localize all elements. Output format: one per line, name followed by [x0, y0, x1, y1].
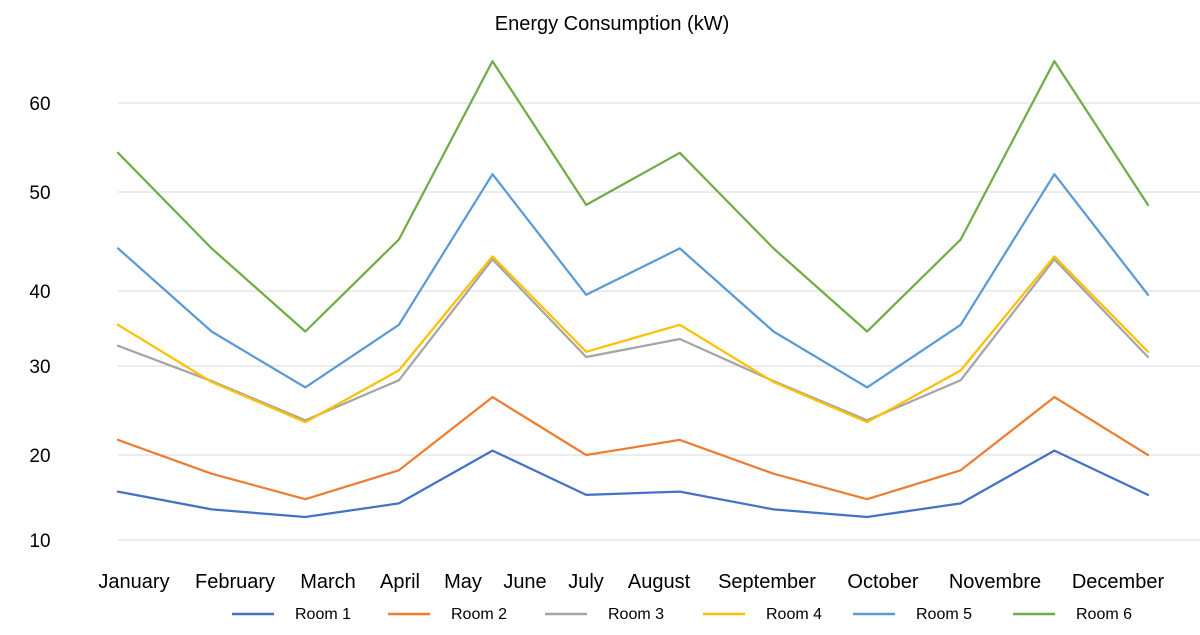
legend-label: Room 5 — [916, 606, 972, 623]
series-lines — [116, 60, 1150, 519]
y-tick-label: 40 — [29, 282, 50, 303]
gridlines — [118, 102, 1200, 541]
y-tick-label: 60 — [29, 94, 50, 115]
y-axis-tick-labels: 10 20 30 40 50 60 — [29, 94, 50, 552]
x-tick-label: March — [300, 571, 356, 593]
series-line-room-5 — [116, 173, 1150, 389]
x-tick-label: October — [847, 571, 918, 593]
legend-label: Room 4 — [766, 606, 822, 623]
legend-item-room-4: Room 4 — [703, 606, 822, 623]
x-tick-label: Novembre — [949, 571, 1041, 593]
series-line-room-2 — [116, 395, 1150, 501]
legend-item-room-1: Room 1 — [232, 606, 351, 623]
y-tick-label: 50 — [29, 183, 50, 204]
x-tick-label: January — [98, 571, 169, 593]
x-tick-label: February — [195, 571, 275, 593]
y-tick-label: 30 — [29, 357, 50, 378]
legend-label: Room 2 — [451, 606, 507, 623]
legend: Room 1 Room 2 Room 3 Room 4 Room 5 Room 6 — [232, 606, 1132, 623]
x-tick-label: December — [1072, 571, 1165, 593]
legend-label: Room 6 — [1076, 606, 1132, 623]
series-line-room-1 — [116, 449, 1150, 519]
x-axis-tick-labels: January February March April May June July Augu… — [98, 571, 1164, 593]
x-tick-label: July — [568, 571, 604, 593]
x-tick-label: August — [628, 571, 691, 593]
y-tick-label: 20 — [29, 446, 50, 467]
chart-title: Energy Consumption (kW) — [495, 13, 730, 35]
legend-item-room-2: Room 2 — [388, 606, 507, 623]
x-tick-label: May — [444, 571, 482, 593]
legend-item-room-3: Room 3 — [545, 606, 664, 623]
legend-label: Room 1 — [295, 606, 351, 623]
series-line-room-3 — [116, 258, 1150, 422]
legend-item-room-6: Room 6 — [1013, 606, 1132, 623]
series-line-room-6 — [116, 60, 1150, 333]
x-tick-label: September — [718, 571, 816, 593]
x-tick-label: June — [503, 571, 546, 593]
legend-item-room-5: Room 5 — [853, 606, 972, 623]
x-tick-label: April — [380, 571, 420, 593]
legend-label: Room 3 — [608, 606, 664, 623]
y-tick-label: 10 — [29, 531, 50, 552]
series-line-room-4 — [116, 255, 1150, 424]
